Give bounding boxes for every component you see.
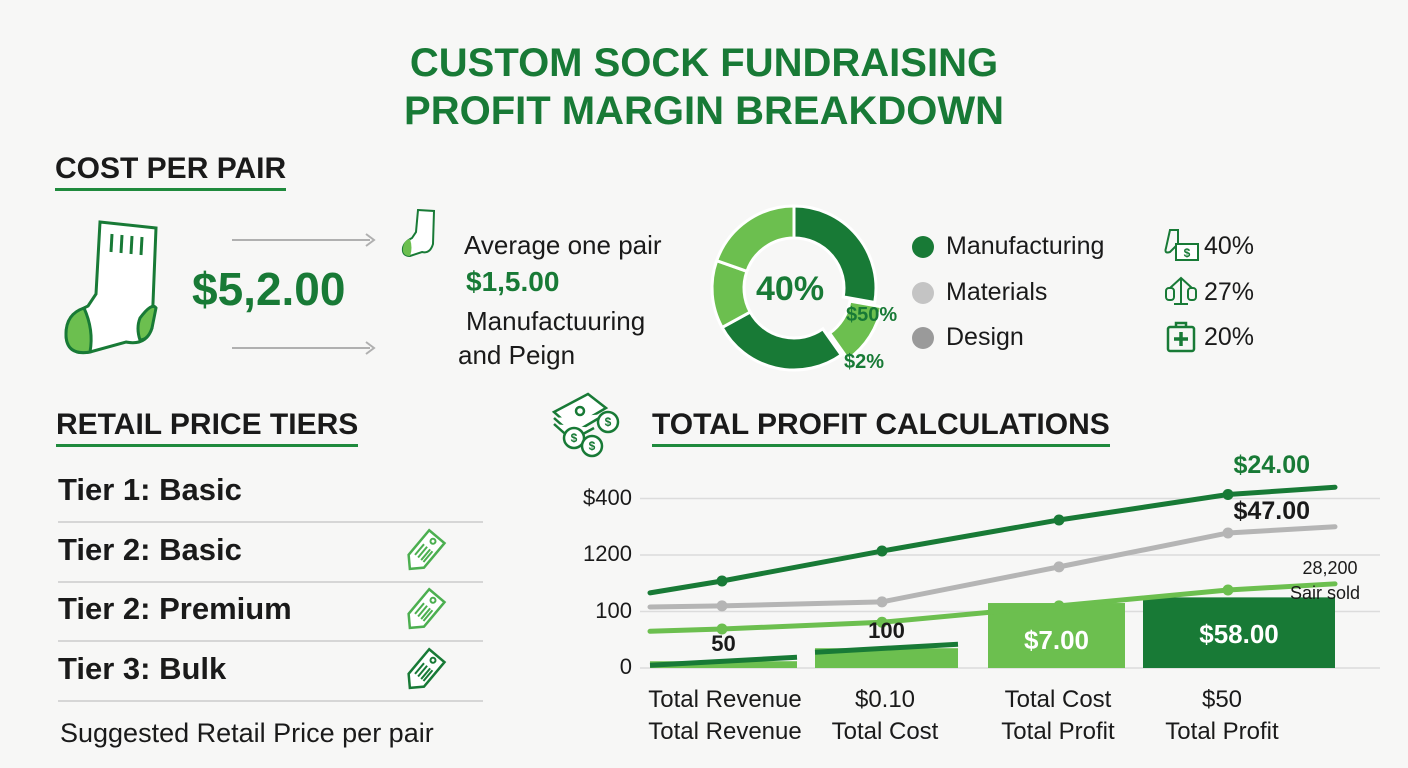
- y-tick-label: 0: [619, 654, 632, 679]
- title-line-1: CUSTOM SOCK FUNDRAISING: [409, 41, 999, 85]
- x-category-line-2: Total Cost: [831, 718, 939, 745]
- price-tag-icon: [400, 645, 448, 702]
- avg-label: Average one pair: [464, 230, 662, 260]
- tier-row: Tier 2: Premium: [58, 583, 483, 642]
- tier-row: Tier 1: Basic: [58, 464, 483, 523]
- donut-label-a: $50%: [846, 304, 898, 326]
- series-point: [716, 575, 728, 587]
- title-line-2: PROFIT MARGIN BREAKDOWN: [404, 89, 1004, 133]
- series-point: [876, 616, 888, 628]
- bar-top-edge: [649, 654, 798, 668]
- bar: [815, 648, 958, 668]
- series-point: [1053, 561, 1065, 573]
- series-label: $24.00: [1233, 450, 1310, 479]
- series-line: [647, 581, 1338, 634]
- y-tick-label: $400: [583, 484, 632, 510]
- bar-label: $58.00: [1199, 619, 1279, 650]
- svg-text:$: $: [571, 431, 578, 445]
- arrows-icon: [232, 233, 376, 355]
- bar-top-edge: [814, 641, 959, 655]
- y-tick-label: 1200: [583, 541, 632, 566]
- medical-kit-icon: [1162, 319, 1202, 360]
- cost-heading: COST PER PAIR: [55, 152, 287, 191]
- side-note-line-2: Sair sold: [1290, 583, 1361, 603]
- price-tag-icon: [400, 585, 448, 642]
- bar-label: $7.00: [1023, 625, 1090, 656]
- series-point: [716, 623, 728, 635]
- svg-text:$: $: [605, 415, 612, 429]
- donut-segment: [714, 204, 796, 274]
- cost-per-pair-value: $5,2.00: [192, 263, 346, 315]
- bar-label: 100: [868, 618, 905, 644]
- side-note: 28,200 Sair sold: [1290, 558, 1360, 604]
- money-stack-icon: $ $ $: [551, 392, 620, 458]
- tiers-footer: Suggested Retail Price per pair: [60, 718, 434, 748]
- x-category-line-1: $0.10: [854, 686, 916, 713]
- legend-label-manufacturing: Manufacturing: [946, 232, 1105, 260]
- small-sock-icon: [401, 208, 436, 258]
- legend-value: 20%: [1204, 323, 1255, 351]
- price-tag-icon: [400, 526, 448, 583]
- series-point: [876, 545, 888, 557]
- series-point: [1222, 489, 1234, 501]
- series-point: [1222, 527, 1234, 539]
- desc-line-2: and Peign: [458, 340, 576, 370]
- series-line: [647, 524, 1338, 610]
- cost-donut-chart: [710, 204, 884, 372]
- x-category-line-2: Total Profit: [1001, 718, 1115, 745]
- x-category-line-2: Total Profit: [1165, 718, 1279, 745]
- bar: [1143, 597, 1335, 668]
- series-label: $47.00: [1233, 496, 1310, 525]
- yarn-scale-icon: [1162, 274, 1202, 315]
- profit-heading: TOTAL PROFIT CALCULATIONS: [652, 408, 1110, 447]
- legend-value: 40%: [1204, 232, 1255, 260]
- donut-center-label: 40%: [756, 270, 825, 308]
- svg-text:$: $: [1184, 246, 1191, 260]
- sock-dollar-icon: $: [1162, 228, 1202, 269]
- x-category-line-1: Total Cost: [1004, 686, 1112, 713]
- tier-row: Tier 3: Bulk: [58, 643, 483, 702]
- series-line: [647, 484, 1338, 596]
- donut-segment: [827, 299, 884, 362]
- bar: [650, 661, 797, 668]
- x-category-line-1: Total Revenue: [648, 686, 802, 713]
- legend-dot: [912, 282, 934, 304]
- series-point: [1222, 584, 1234, 596]
- tiers-heading: RETAIL PRICE TIERS: [56, 408, 359, 447]
- bar: [988, 603, 1125, 668]
- legend-value: 27%: [1204, 278, 1255, 306]
- series-point: [876, 596, 888, 608]
- donut-segment: [792, 204, 878, 305]
- side-note-line-1: 28,200: [1302, 558, 1358, 578]
- legend-label-materials: Materials: [946, 278, 1048, 306]
- series-point: [716, 600, 728, 612]
- legend-label-design: Design: [946, 323, 1024, 351]
- x-category-line-2: Total Revenue: [648, 718, 802, 745]
- desc-line-1: Manufactuuring: [466, 306, 646, 336]
- series-point: [1053, 514, 1065, 526]
- svg-text:$: $: [589, 439, 596, 453]
- sock-icon: [64, 220, 158, 355]
- tier-row: Tier 2: Basic: [58, 524, 483, 583]
- legend-dot: [912, 327, 934, 349]
- x-category-line-1: $50: [1201, 686, 1243, 713]
- series-point: [1053, 600, 1065, 612]
- donut-label-b: $2%: [844, 351, 885, 373]
- avg-price: $1,5.00: [466, 266, 560, 297]
- y-tick-label: 100: [595, 597, 632, 623]
- legend-dot: [912, 236, 934, 258]
- bar-label: 50: [711, 631, 736, 657]
